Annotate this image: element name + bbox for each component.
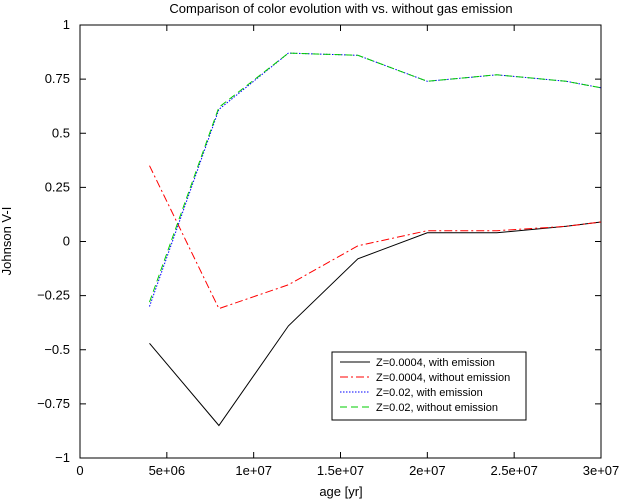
- series-line-1: [149, 221, 602, 427]
- x-axis-title: age [yr]: [319, 484, 362, 499]
- y-tick-label: −0.5: [44, 342, 70, 357]
- legend-label: Z=0.02, with emission: [376, 387, 483, 399]
- y-tick-label: −0.75: [37, 396, 70, 411]
- y-tick-label: 1: [63, 17, 70, 32]
- y-tick-label: 0.75: [45, 71, 70, 86]
- x-tick-label: 2.5e+07: [490, 463, 537, 478]
- legend-label: Z=0.02, without emission: [376, 402, 498, 414]
- series-line-2: [149, 165, 602, 310]
- y-tick-label: 0: [63, 234, 70, 249]
- legend-box: [331, 351, 527, 421]
- y-tick-label: 0.25: [45, 179, 70, 194]
- series-line-3: [149, 52, 602, 307]
- y-tick-label: −1: [55, 450, 70, 465]
- x-tick-label: 3e+07: [583, 463, 620, 478]
- y-tick-label: 0.5: [52, 125, 70, 140]
- x-tick-label: 2e+07: [409, 463, 446, 478]
- series-line-4: [149, 52, 602, 303]
- y-axis-title: Johnson V-I: [0, 207, 14, 276]
- x-tick-label: 1e+07: [235, 463, 272, 478]
- series-lines: [149, 52, 602, 427]
- x-tick-label: 5e+06: [149, 463, 186, 478]
- y-tick-label: −0.25: [37, 288, 70, 303]
- x-axis: 0 5e+06 1e+07 1.5e+07 2e+07 2.5e+07 3e+07: [76, 25, 619, 478]
- legend: Z=0.0004, with emission Z=0.0004, without…: [331, 351, 527, 421]
- legend-label: Z=0.0004, without emission: [376, 372, 510, 384]
- legend-label: Z=0.0004, with emission: [376, 357, 495, 369]
- x-tick-label: 1.5e+07: [317, 463, 364, 478]
- y-axis: 1 0.75 0.5 0.25 0 −0.25 −0.5 −0.75 −1: [37, 17, 601, 465]
- chart-title: Comparison of color evolution with vs. w…: [169, 1, 512, 16]
- x-tick-label: 0: [76, 463, 83, 478]
